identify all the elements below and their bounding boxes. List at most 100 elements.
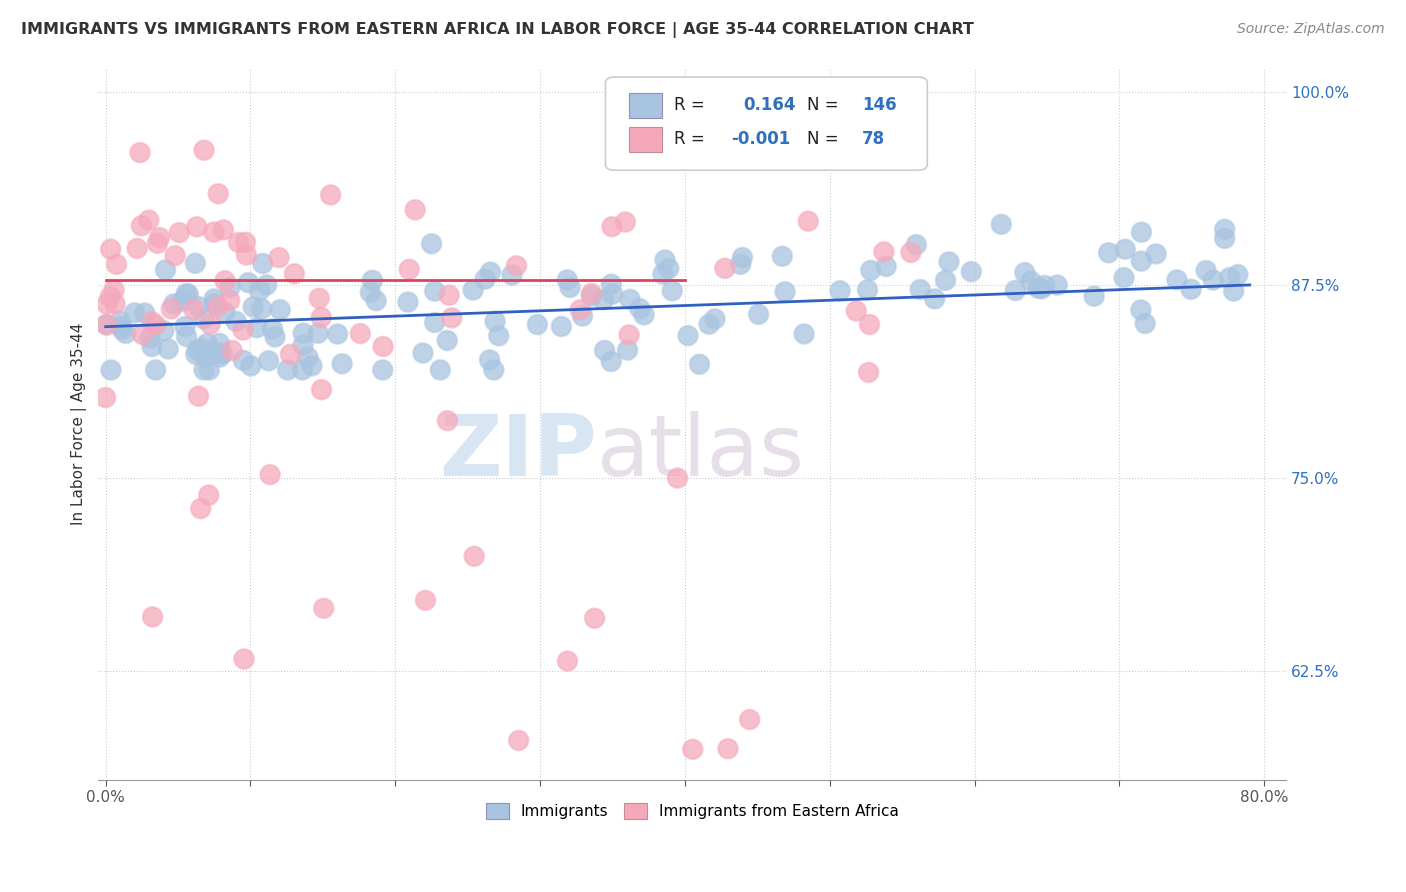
Text: atlas: atlas	[598, 411, 806, 494]
Point	[252, 256, 274, 270]
Point	[773, 285, 796, 299]
Point	[269, 302, 291, 317]
Point	[249, 284, 271, 298]
Point	[1014, 266, 1036, 280]
Point	[292, 338, 315, 352]
Point	[190, 341, 212, 355]
Point	[1114, 242, 1136, 256]
Point	[1026, 281, 1049, 295]
Point	[461, 283, 484, 297]
Point	[311, 383, 333, 397]
Point	[246, 320, 269, 334]
Point	[184, 256, 207, 270]
Point	[319, 188, 342, 202]
Point	[793, 326, 815, 341]
Point	[1144, 247, 1167, 261]
Point	[689, 357, 711, 371]
Point	[250, 301, 273, 316]
Point	[738, 713, 761, 727]
Point	[436, 414, 458, 428]
Point	[308, 291, 330, 305]
Point	[396, 295, 419, 310]
Point	[187, 389, 209, 403]
Point	[1213, 231, 1236, 245]
Point	[165, 249, 187, 263]
Point	[100, 242, 122, 256]
Point	[311, 383, 333, 397]
Point	[1133, 317, 1156, 331]
Point	[581, 286, 603, 301]
Point	[423, 316, 446, 330]
Text: ZIP: ZIP	[440, 411, 598, 494]
Point	[704, 312, 727, 326]
Point	[619, 293, 641, 307]
Point	[1130, 225, 1153, 239]
Point	[141, 315, 163, 329]
Point	[198, 317, 221, 331]
Point	[190, 501, 212, 516]
Point	[190, 501, 212, 516]
Point	[689, 357, 711, 371]
Point	[127, 241, 149, 255]
Point	[142, 610, 165, 624]
Point	[326, 326, 349, 341]
Point	[207, 186, 229, 201]
Point	[292, 326, 315, 340]
Point	[714, 261, 737, 276]
Point	[98, 290, 121, 304]
Point	[717, 741, 740, 756]
Point	[1180, 282, 1202, 296]
Point	[174, 319, 197, 334]
Point	[371, 363, 394, 377]
Point	[593, 343, 616, 358]
Point	[330, 357, 353, 371]
Point	[202, 292, 225, 306]
Point	[651, 267, 673, 281]
Point	[138, 213, 160, 227]
Point	[267, 251, 290, 265]
Point	[478, 352, 501, 367]
Point	[697, 318, 720, 332]
Point	[233, 652, 256, 666]
Point	[1219, 270, 1241, 285]
Point	[581, 289, 603, 303]
Point	[1226, 268, 1249, 282]
Point	[349, 326, 371, 341]
Point	[1129, 302, 1152, 317]
Point	[238, 276, 260, 290]
Point	[96, 297, 118, 311]
Text: 78: 78	[862, 130, 886, 148]
Point	[845, 304, 868, 318]
Point	[1112, 270, 1135, 285]
Text: N =: N =	[807, 96, 839, 114]
Point	[856, 283, 879, 297]
Point	[359, 285, 381, 300]
Point	[177, 287, 200, 301]
Point	[731, 251, 754, 265]
Point	[633, 308, 655, 322]
Point	[307, 326, 329, 341]
Point	[1033, 278, 1056, 293]
Point	[1046, 278, 1069, 293]
Point	[301, 359, 323, 373]
Point	[738, 713, 761, 727]
Point	[297, 350, 319, 364]
Point	[1213, 222, 1236, 236]
Point	[177, 287, 200, 301]
Point	[204, 297, 226, 311]
Point	[1026, 281, 1049, 295]
Point	[935, 273, 957, 287]
Point	[238, 276, 260, 290]
Point	[153, 324, 176, 338]
Point	[581, 289, 603, 303]
Point	[174, 319, 197, 334]
Point	[309, 310, 332, 325]
Point	[235, 248, 257, 262]
Point	[292, 338, 315, 352]
Point	[249, 284, 271, 298]
Point	[194, 351, 217, 365]
Point	[131, 219, 153, 233]
Point	[1031, 282, 1053, 296]
Point	[110, 319, 132, 334]
Point	[1019, 274, 1042, 288]
